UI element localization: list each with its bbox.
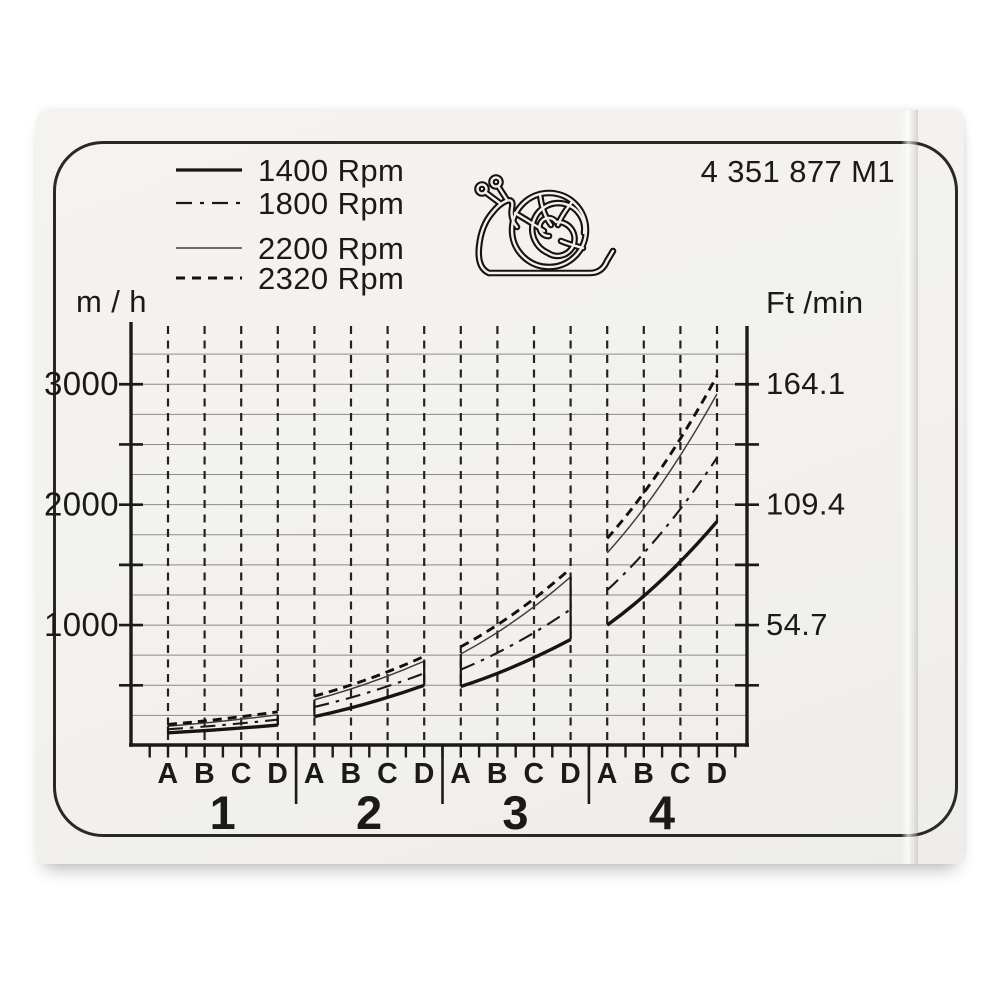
range-label: A (158, 758, 179, 790)
range-label: A (597, 758, 618, 790)
curve-1800-rpm (606, 457, 718, 591)
label-border (53, 141, 958, 837)
gear-number: 2 (356, 786, 383, 839)
curve-2320-rpm (606, 375, 719, 540)
curve-1400-rpm (460, 638, 572, 689)
range-label: C (670, 758, 691, 790)
right-axis-tick-label: 54.7 (766, 607, 828, 642)
gear-number: 4 (649, 786, 676, 839)
curve-1400-rpm (167, 723, 278, 735)
snail-icon (478, 178, 614, 274)
legend-label-2200: 2200 Rpm (258, 231, 404, 266)
curve-1800-rpm (460, 608, 572, 671)
curve-2200-rpm (606, 393, 718, 554)
part-number: 4 351 877 M1 (701, 154, 895, 189)
left-axis-tick-label: 3000 (44, 365, 119, 402)
legend-label-1800: 1800 Rpm (258, 186, 404, 221)
curve-2200-rpm (167, 714, 278, 727)
curve-1400-rpm (314, 683, 425, 719)
range-label: A (304, 758, 325, 790)
curve-2320-rpm (167, 710, 279, 726)
right-axis-unit: Ft /min (766, 285, 864, 320)
range-label: D (414, 758, 435, 790)
curve-1800-rpm (314, 672, 425, 708)
right-axis-tick-label: 164.1 (766, 366, 846, 401)
legend: 1400 Rpm 1800 Rpm 2200 Rpm 2320 Rpm (176, 153, 404, 296)
range-label: D (267, 758, 288, 790)
gear-number: 1 (210, 786, 237, 839)
range-label: D (560, 758, 581, 790)
left-axis-tick-label: 2000 (44, 486, 119, 523)
legend-label-1400: 1400 Rpm (258, 153, 404, 188)
right-axis-tick-label: 109.4 (766, 487, 846, 522)
gear-number: 3 (502, 786, 529, 839)
range-label: C (377, 758, 398, 790)
sticker (36, 110, 964, 864)
range-label: C (524, 758, 545, 790)
left-axis-tick-label: 1000 (44, 606, 119, 643)
range-label: B (341, 758, 362, 790)
legend-label-2320: 2320 Rpm (258, 261, 404, 296)
curve-2200-rpm (460, 576, 572, 655)
curve-2320-rpm (460, 567, 572, 649)
sticker-glare (901, 110, 918, 864)
curve-1800-rpm (167, 718, 278, 731)
range-label: B (633, 758, 654, 790)
range-label: B (194, 758, 215, 790)
range-label: A (450, 758, 471, 790)
curve-2200-rpm (314, 660, 425, 701)
curve-1400-rpm (606, 520, 719, 627)
range-label: B (487, 758, 508, 790)
range-label: D (707, 758, 728, 790)
left-axis-unit: m / h (76, 284, 147, 319)
range-label: C (231, 758, 252, 790)
